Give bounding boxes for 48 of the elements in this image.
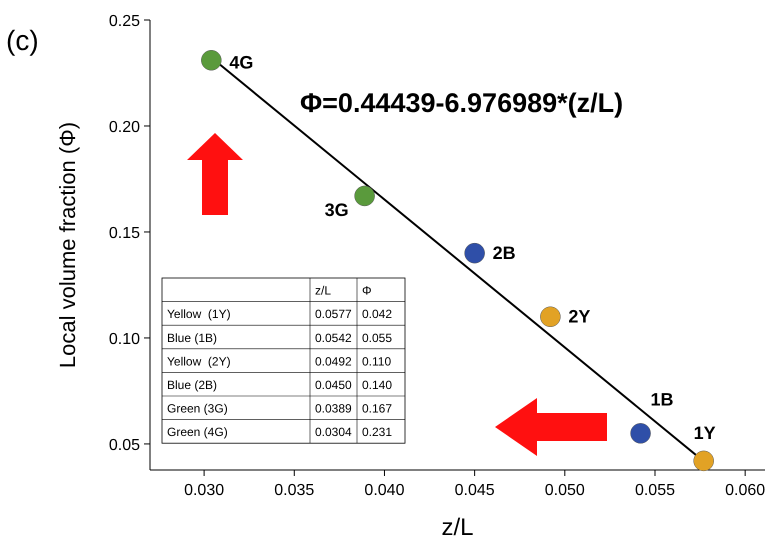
annotation: 2B — [492, 243, 516, 264]
y-tick-label: 0.15 — [108, 224, 140, 242]
annotation: 0.0304 — [315, 425, 352, 440]
point — [540, 306, 561, 327]
y-tick-label: 0.20 — [108, 118, 140, 136]
annotation: 0.055 — [362, 330, 392, 345]
point — [201, 50, 222, 71]
x-tick-label: 0.060 — [725, 482, 766, 499]
annotation: Φ — [362, 284, 372, 298]
point — [354, 186, 375, 206]
annotation: 4G — [229, 52, 254, 72]
annotation: Blue (2B) — [167, 378, 218, 392]
x-tick-label: 0.030 — [184, 482, 224, 499]
annotation: z/L — [315, 284, 332, 298]
y-tick-label: 0.25 — [108, 13, 140, 30]
annotation: 0.110 — [362, 354, 392, 368]
x-tick-label: 0.045 — [454, 482, 495, 499]
annotation: 1Y — [694, 422, 716, 443]
x-tick-label: 0.050 — [544, 482, 585, 499]
x-tick-label: 0.040 — [364, 482, 405, 499]
annotation: 2Y — [568, 306, 590, 327]
annotation: 0.0450 — [315, 378, 352, 392]
point — [630, 423, 651, 444]
annotation: 1B — [650, 389, 674, 410]
annotation: Green (3G) — [167, 402, 228, 416]
y-axis-title: Local volume fraction (Φ) — [55, 122, 80, 368]
x-tick-label: 0.035 — [274, 482, 314, 499]
annotation: 0.167 — [362, 402, 392, 416]
annotation: 0.0577 — [315, 307, 352, 322]
x-tick-label: 0.055 — [634, 482, 676, 499]
annotation: 0.0389 — [315, 402, 352, 416]
annotation: Blue (1B) — [167, 330, 218, 345]
annotation: Green (4G) — [167, 425, 228, 440]
annotation: 0.231 — [362, 425, 392, 440]
x-axis-title: z/L — [441, 514, 474, 541]
annotation: Yellow (2Y) — [167, 354, 231, 368]
annotation: 3G — [324, 200, 349, 220]
annotation: 0.0542 — [315, 330, 352, 345]
annotation: 0.042 — [362, 307, 392, 322]
y-tick-label: 0.10 — [108, 330, 140, 348]
annotation: Yellow (1Y) — [167, 307, 231, 322]
y-tick-label: 0.05 — [108, 436, 140, 454]
annotation: 0.0492 — [315, 354, 352, 368]
annotation: 0.140 — [362, 378, 392, 392]
point — [693, 450, 714, 472]
annotation: Φ=0.44439-6.976989*(z/L) — [300, 88, 624, 118]
text: (c) — [6, 25, 39, 56]
point — [464, 242, 485, 264]
